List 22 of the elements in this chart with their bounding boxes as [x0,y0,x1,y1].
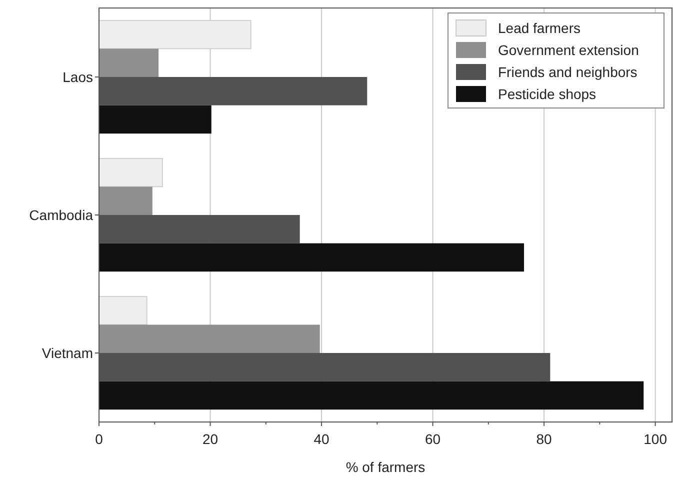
y-tick-label: Laos [62,69,93,85]
bar [99,186,152,215]
y-tick-label: Vietnam [42,345,93,361]
bar [98,158,163,188]
x-tick-label: 60 [424,431,441,447]
legend-label: Lead farmers [498,20,580,36]
x-tick-label: 40 [314,431,330,447]
x-tick-label: 0 [95,431,104,447]
legend-label: Friends and neighbors [498,64,638,80]
x-tick-label: 100 [644,431,668,447]
bar [99,381,644,410]
bar [99,324,320,353]
x-axis-title: % of farmers [346,459,426,475]
y-tick-label: Cambodia [29,207,94,223]
bar [98,296,148,326]
x-tick-label: 20 [202,431,218,447]
legend-label: Government extension [498,42,639,58]
bar [99,105,212,134]
legend-label: Pesticide shops [498,86,596,102]
bar [99,48,159,77]
x-tick-label: 80 [536,431,552,447]
bar [99,243,524,272]
